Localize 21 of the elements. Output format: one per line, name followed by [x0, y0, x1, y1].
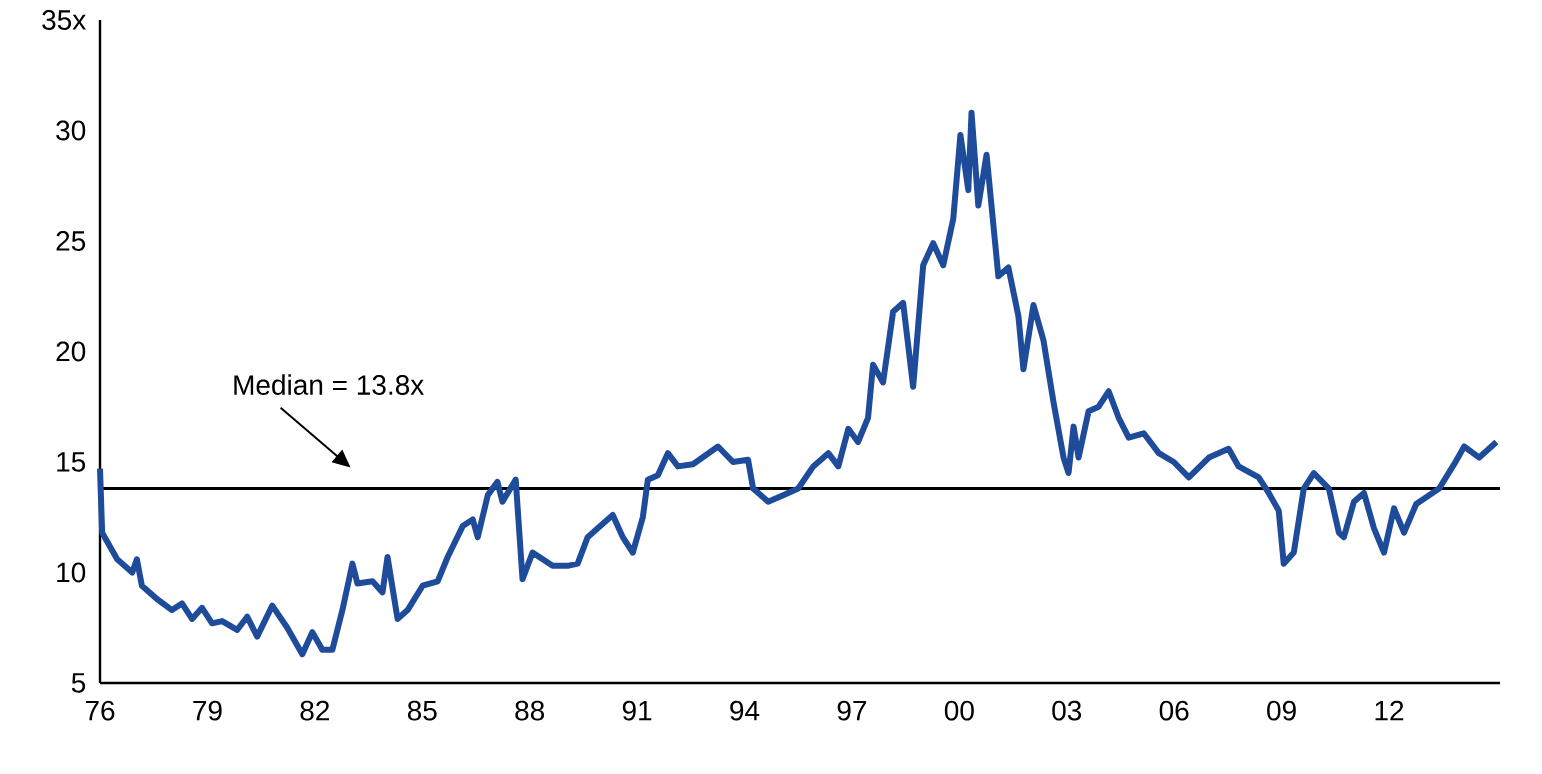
- x-tick-label: 94: [730, 700, 760, 721]
- ref-line-label: Median = 13.8x: [234, 374, 424, 395]
- x-tick-label: 06: [1159, 700, 1189, 721]
- y-tick-label: 35x: [42, 10, 86, 30]
- x-tick-label: 76: [85, 700, 115, 721]
- x-tick-label: 03: [1052, 700, 1082, 721]
- x-tick-label: 12: [1375, 700, 1404, 721]
- y-tick-label: 5: [71, 673, 86, 693]
- y-tick-label: 15: [57, 452, 86, 472]
- x-tick-label: 91: [622, 700, 652, 721]
- x-tick-label: 97: [837, 700, 867, 721]
- x-tick-label: 82: [300, 700, 330, 721]
- y-tick-label: 30: [56, 120, 86, 141]
- y-tick-label: 20: [56, 341, 86, 362]
- x-tick-label: 88: [515, 700, 545, 721]
- x-tick-label: 85: [407, 700, 437, 721]
- x-tick-label: 09: [1267, 700, 1296, 721]
- x-tick-label: 79: [193, 700, 222, 721]
- y-tick-label: 25: [56, 231, 86, 251]
- x-tick-label: 00: [944, 700, 974, 721]
- y-tick-label: 10: [57, 562, 86, 583]
